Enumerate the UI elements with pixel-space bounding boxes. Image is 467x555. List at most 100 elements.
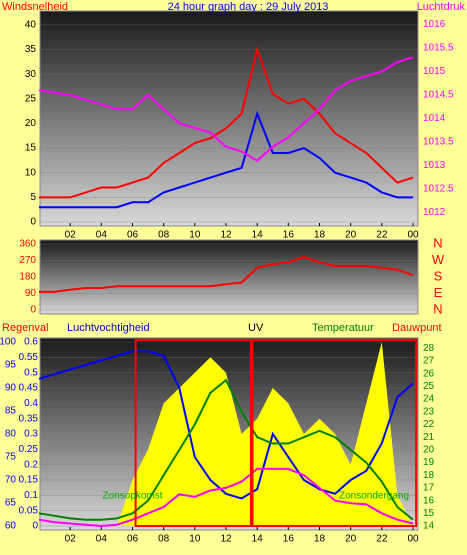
series-line	[39, 45, 414, 199]
x-tick-label: 08	[158, 534, 170, 545]
y-tick-label: 20	[25, 118, 37, 129]
x-tick-label: 16	[283, 534, 295, 545]
series-line	[38, 378, 414, 521]
y-tick-label: 21	[423, 432, 435, 443]
sun-box	[134, 339, 252, 527]
legend-label: Luchtvochtigheid	[67, 322, 150, 334]
y-tick-label: 0.15	[19, 475, 39, 486]
series-line	[38, 350, 414, 500]
y-tick-label: N	[433, 301, 442, 316]
y-tick-label: 22	[423, 419, 435, 430]
y-tick-label: 19	[423, 457, 435, 468]
y-tick-label: 25	[25, 93, 37, 104]
legend-label: Dauwpunt	[392, 322, 442, 334]
y-tick-label: 90	[25, 288, 37, 299]
x-tick-label: 18	[314, 534, 326, 545]
y-tick-label: 27	[423, 356, 435, 367]
y-tick-label: 28	[423, 343, 435, 354]
y-tick-label: 270	[19, 255, 36, 266]
y-tick-label: 26	[423, 368, 435, 379]
x-tick-label: 20	[345, 534, 357, 545]
x-tick-label: 00	[407, 230, 419, 241]
y-label: Regenval	[2, 322, 48, 334]
y-tick-label: 0.45	[19, 383, 39, 394]
sun-box	[251, 339, 418, 527]
y-tick-label: 100	[0, 337, 16, 348]
y-tick-label: 85	[5, 406, 17, 417]
y-tick-label: 60	[5, 521, 17, 532]
x-tick-label: 10	[189, 230, 201, 241]
uv-area	[39, 342, 413, 526]
y-tick-label: 1012	[423, 207, 446, 218]
y-tick-label: 0	[30, 305, 36, 316]
y-tick-label: 15	[25, 143, 37, 154]
y-tick-label: 35	[25, 44, 37, 55]
x-tick-label: 06	[127, 230, 139, 241]
y-tick-label: 95	[5, 360, 17, 371]
y-tick-label: 90	[5, 383, 17, 394]
y-tick-label: 0	[32, 521, 38, 532]
y-tick-label: 1014	[423, 113, 446, 124]
y-tick-label: 5	[30, 192, 36, 203]
x-tick-label: 16	[283, 230, 295, 241]
y-tick-label: 17	[423, 483, 435, 494]
x-tick-label: 18	[314, 230, 326, 241]
x-tick-label: 20	[345, 230, 357, 241]
y-tick-label: 25	[423, 381, 435, 392]
x-tick-label: 14	[252, 230, 264, 241]
y-tick-label: W	[432, 252, 445, 267]
y-tick-label: 0.3	[24, 429, 38, 440]
legend-label: UV	[248, 322, 264, 334]
y-tick-label: 0.55	[19, 352, 39, 363]
y-tick-label: 24	[423, 394, 435, 405]
y2-label: Luchtdruk	[417, 1, 466, 13]
annotation: Zonsopkomst	[102, 491, 162, 502]
y-tick-label: 1015	[423, 66, 446, 77]
plot-area	[39, 10, 419, 227]
x-tick-label: 10	[189, 534, 201, 545]
x-tick-label: 06	[127, 534, 139, 545]
y-tick-label: 20	[423, 445, 435, 456]
y-tick-label: 18	[423, 470, 435, 481]
x-tick-label: 14	[252, 534, 264, 545]
y-tick-label: N	[433, 235, 442, 250]
y-tick-label: 65	[5, 498, 17, 509]
y-tick-label: 10	[25, 167, 37, 178]
legend-label: Temperatuur	[312, 322, 374, 334]
y-tick-label: 0.5	[24, 367, 38, 378]
y-tick-label: 15	[423, 508, 435, 519]
y-tick-label: 0.35	[19, 413, 39, 424]
y-tick-label: S	[434, 268, 443, 283]
series-line	[38, 56, 414, 163]
y-tick-label: 0.2	[24, 459, 38, 470]
y-tick-label: 16	[423, 495, 435, 506]
x-tick-label: 22	[376, 534, 388, 545]
y-tick-label: 1013	[423, 160, 446, 171]
y-tick-label: 1016	[423, 19, 446, 30]
annotation: Zonsondergang	[339, 491, 409, 502]
y-tick-label: 30	[25, 69, 37, 80]
series-line	[39, 110, 413, 209]
series-line	[38, 467, 414, 528]
y-tick-label: 0.4	[24, 398, 38, 409]
y-label: Windsnelheid	[2, 1, 68, 13]
y-tick-label: 0.25	[19, 444, 39, 455]
y-tick-label: 1013.5	[423, 137, 454, 148]
x-tick-label: 04	[96, 230, 108, 241]
y-tick-label: 1015.5	[423, 43, 454, 54]
x-tick-label: 04	[96, 534, 108, 545]
y-tick-label: 75	[5, 452, 17, 463]
x-tick-label: 22	[376, 230, 388, 241]
y-tick-label: 1014.5	[423, 90, 454, 101]
y-tick-label: 23	[423, 406, 435, 417]
x-tick-label: 12	[220, 534, 232, 545]
y-tick-label: 0.05	[19, 505, 39, 516]
y-tick-label: 70	[5, 475, 17, 486]
y-tick-label: 80	[5, 429, 17, 440]
x-tick-label: 08	[158, 230, 170, 241]
y-tick-label: 0.1	[24, 490, 38, 501]
chart-title: 24 hour graph day : 29 July 2013	[168, 1, 329, 13]
x-tick-label: 00	[407, 534, 419, 545]
series-line	[39, 255, 414, 293]
